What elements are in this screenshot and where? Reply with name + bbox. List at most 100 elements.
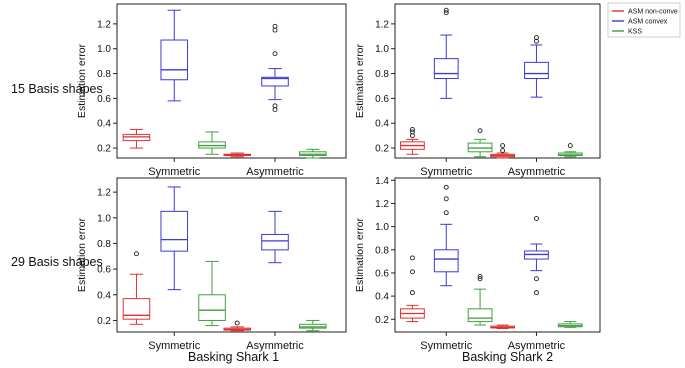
plot-frame — [394, 177, 601, 333]
legend-label-asm-convex: ASM convex — [628, 19, 668, 26]
box-kss-symmetric — [198, 260, 226, 327]
outlier-point — [409, 269, 415, 275]
iqr-box — [433, 58, 459, 80]
outlier-point — [534, 276, 539, 282]
row-label-15-basis-shapes: 15 Basis shapes — [11, 82, 103, 96]
outlier-point — [443, 184, 449, 190]
outlier-point — [234, 320, 240, 326]
y-tick-label: 0.2 — [97, 316, 111, 327]
y-tick-label: 0.6 — [375, 94, 389, 105]
box-asm-nonconvex-symmetric — [400, 255, 425, 323]
box-asm-convex-asymmetric — [524, 35, 549, 98]
box-kss-symmetric — [198, 131, 226, 155]
box-asm-convex-symmetric — [433, 7, 459, 99]
y-tick-label: 0.6 — [97, 94, 111, 105]
x-tick-label-asymmetric: Asymmetric — [508, 166, 566, 178]
outlier-point — [443, 10, 449, 16]
box-asm-convex-symmetric — [160, 186, 189, 291]
y-tick-label: 1.2 — [375, 199, 389, 210]
legend-label-kss: KSS — [628, 29, 642, 36]
outlier-point — [272, 51, 278, 57]
chart-panel-3: 0.2 0.4 0.6 0.8 1.0 1.2 Estimation error Symmet… — [76, 177, 347, 352]
legend-label-asm-nonconvex: ASM non-conve — [628, 9, 678, 16]
y-tick-label: 0.6 — [97, 265, 111, 276]
outlier-point — [409, 255, 415, 261]
outlier-point — [409, 126, 415, 132]
outlier-point — [477, 276, 483, 282]
box-asm-nonconvex-asymmetric — [490, 143, 516, 159]
box-kss-asymmetric — [557, 321, 583, 328]
box-asm-nonconvex-symmetric — [122, 128, 151, 149]
plot-frame — [116, 177, 347, 333]
outlier-point — [534, 216, 539, 221]
outlier-point — [443, 7, 449, 13]
x-tick-label-symmetric: Symmetric — [148, 340, 200, 352]
iqr-box — [261, 76, 289, 87]
y-tick-label: 1.2 — [97, 19, 111, 30]
box-asm-nonconvex-symmetric — [400, 126, 425, 155]
col-label-basking-shark-1: Basking Shark 1 — [188, 350, 280, 364]
x-tick-label-asymmetric: Asymmetric — [246, 340, 304, 352]
box-kss-symmetric — [467, 128, 493, 158]
y-tick-label: 1.0 — [97, 213, 111, 224]
chart-panel-1: 0.2 0.4 0.6 0.8 1.0 1.2 Estimation error Symmet… — [76, 3, 347, 178]
outlier-point — [443, 196, 449, 202]
y-tick-label: 1.2 — [375, 19, 389, 30]
outlier-point — [272, 103, 278, 109]
y-tick-label: 0.8 — [97, 69, 111, 80]
box-kss-asymmetric — [557, 143, 583, 158]
box-kss-asymmetric — [299, 319, 327, 332]
box-asm-nonconvex-symmetric — [122, 251, 151, 325]
outlier-point — [567, 143, 573, 149]
y-tick-label: 0.4 — [97, 290, 111, 301]
box-kss-asymmetric — [299, 148, 327, 159]
legend: ASM non-conve ASM convex KSS — [607, 2, 681, 38]
y-tick-label: 1.0 — [97, 44, 111, 55]
y-tick-label: 1.0 — [375, 222, 389, 233]
y-tick-label: 0.2 — [375, 144, 389, 155]
iqr-box — [467, 308, 493, 323]
col-label-basking-shark-2: Basking Shark 2 — [462, 350, 554, 364]
chart-panel-2: 0.2 0.4 0.6 0.8 1.0 1.2 Estimation error Symmet… — [354, 3, 601, 178]
y-tick-label: 0.2 — [375, 315, 389, 326]
y-tick-label: 1.0 — [375, 44, 389, 55]
y-axis-label: Estimation error — [76, 217, 88, 292]
x-tick-label-asymmetric: Asymmetric — [508, 340, 566, 352]
iqr-box — [122, 298, 151, 320]
box-asm-nonconvex-asymmetric — [490, 324, 516, 330]
plot-frame — [394, 3, 601, 159]
iqr-box — [160, 210, 189, 252]
outlier-point — [500, 143, 506, 149]
box-asm-convex-asymmetric — [261, 210, 289, 264]
y-tick-label: 0.4 — [375, 119, 389, 130]
y-tick-label: 0.8 — [375, 245, 389, 256]
box-asm-convex-asymmetric — [261, 23, 289, 113]
outlier-point — [534, 35, 539, 40]
row-label-29-basis-shapes: 29 Basis shapes — [11, 255, 103, 269]
x-tick-label-symmetric: Symmetric — [420, 166, 472, 178]
y-tick-label: 1.4 — [375, 176, 389, 187]
y-tick-label: 0.8 — [97, 239, 111, 250]
iqr-box — [160, 39, 189, 81]
x-tick-label-asymmetric: Asymmetric — [246, 166, 304, 178]
y-axis-label: Estimation error — [354, 217, 366, 292]
y-tick-label: 0.2 — [97, 144, 111, 155]
outlier-point — [443, 210, 449, 216]
plot-frame — [116, 3, 347, 159]
outlier-point — [409, 129, 415, 135]
box-asm-convex-symmetric — [433, 184, 459, 287]
box-asm-nonconvex-asymmetric — [223, 320, 252, 332]
outlier-point — [134, 251, 139, 257]
box-asm-convex-symmetric — [160, 9, 189, 102]
y-axis-label: Estimation error — [76, 43, 88, 118]
box-asm-convex-asymmetric — [524, 216, 549, 296]
y-tick-label: 0.4 — [375, 292, 389, 303]
outlier-point — [500, 148, 506, 153]
x-tick-label-symmetric: Symmetric — [420, 340, 472, 352]
box-kss-symmetric — [467, 273, 493, 326]
outlier-point — [477, 273, 483, 279]
iqr-box — [198, 294, 226, 321]
y-axis-label: Estimation error — [354, 43, 366, 118]
iqr-box — [261, 233, 289, 251]
